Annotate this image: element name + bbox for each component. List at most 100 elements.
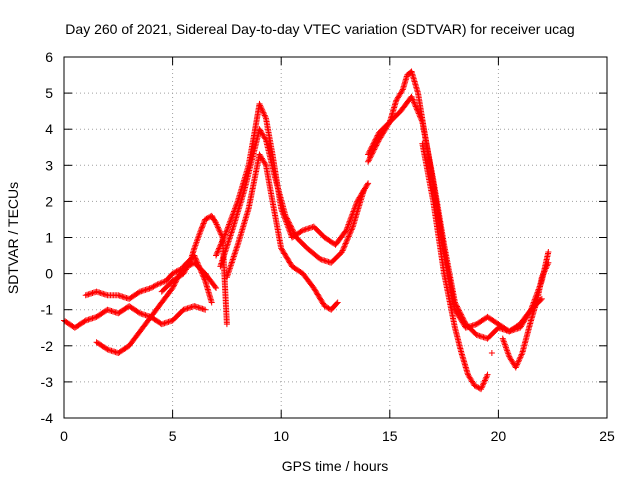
data-point: [199, 270, 206, 277]
data-point: [346, 220, 353, 227]
data-point: [196, 265, 203, 272]
data-point: [541, 268, 548, 275]
data-point: [416, 113, 423, 120]
data-point: [367, 147, 374, 154]
data-point: [414, 107, 421, 114]
data-point: [539, 272, 546, 279]
data-point: [344, 224, 351, 231]
data-point: [480, 380, 487, 387]
data-point: [482, 376, 489, 383]
data-point: [258, 105, 265, 112]
data-point: [151, 282, 158, 289]
data-point: [202, 306, 209, 313]
data-point: [343, 225, 350, 232]
data-point: [365, 150, 372, 157]
data-point: [213, 220, 220, 227]
data-point: [223, 321, 230, 328]
data-point: [155, 280, 162, 287]
data-point: [417, 114, 424, 121]
data-point: [291, 230, 298, 237]
data-point: [217, 242, 224, 249]
data-point: [451, 299, 458, 306]
data-point: [214, 248, 221, 255]
data-point: [342, 228, 349, 235]
data-point: [154, 281, 161, 288]
data-point: [226, 221, 233, 228]
data-point: [372, 136, 379, 143]
data-point: [484, 371, 491, 378]
data-point: [222, 230, 229, 237]
data-point: [149, 284, 156, 291]
data-point: [160, 279, 167, 286]
data-point: [135, 309, 142, 316]
data-point: [193, 256, 200, 263]
data-point: [322, 303, 329, 310]
data-point: [197, 266, 204, 273]
data-point: [544, 262, 551, 269]
data-point: [224, 225, 231, 232]
data-point: [200, 275, 207, 282]
data-point: [459, 314, 466, 321]
data-point: [346, 218, 353, 225]
data-point: [215, 225, 222, 232]
data-point: [170, 283, 177, 290]
data-point: [200, 220, 207, 227]
data-point: [198, 224, 205, 231]
data-point: [150, 283, 157, 290]
data-point: [518, 351, 525, 358]
data-point: [216, 245, 223, 252]
data-point: [516, 355, 523, 362]
data-point: [213, 252, 220, 259]
data-point: [488, 350, 495, 357]
data-point: [212, 218, 219, 225]
data-point: [460, 315, 467, 322]
data-point: [545, 248, 552, 255]
data-point: [347, 229, 354, 236]
data-point: [197, 267, 204, 274]
data-point: [217, 230, 224, 237]
data-point: [216, 244, 223, 251]
data-point: [290, 227, 297, 234]
data-point: [542, 265, 549, 272]
data-point: [367, 154, 374, 161]
data-point: [471, 382, 478, 389]
data-point: [373, 135, 380, 142]
data-point: [410, 97, 417, 104]
data-point: [282, 212, 289, 219]
data-point: [371, 139, 378, 146]
data-point: [260, 109, 267, 116]
data-point: [196, 263, 203, 270]
data-point: [545, 259, 552, 266]
data-point: [342, 240, 349, 247]
data-point: [194, 259, 201, 266]
data-point: [513, 363, 520, 370]
data-point: [199, 272, 206, 279]
data-point: [409, 96, 416, 103]
data-point: [344, 236, 351, 243]
data-point: [461, 318, 468, 325]
data-point: [415, 109, 422, 116]
data-point: [283, 214, 290, 221]
data-point: [460, 317, 467, 324]
data-point: [453, 303, 460, 310]
data-point: [340, 246, 347, 253]
data-point: [257, 103, 264, 110]
data-point: [543, 264, 550, 271]
data-point: [481, 378, 488, 385]
data-point: [540, 271, 547, 278]
data-point: [169, 285, 176, 292]
data-point: [288, 225, 295, 232]
data-point: [408, 93, 415, 100]
data-point: [135, 289, 142, 296]
x-tick-label: 25: [599, 428, 615, 444]
data-point: [418, 117, 425, 124]
data-point: [172, 269, 179, 276]
y-tick-label: -1: [41, 302, 54, 318]
data-point: [287, 222, 294, 229]
data-point: [213, 251, 220, 258]
data-point: [458, 311, 465, 318]
y-tick-label: 0: [45, 266, 53, 282]
data-point: [373, 133, 380, 140]
data-point: [256, 100, 263, 107]
data-point: [346, 232, 353, 239]
